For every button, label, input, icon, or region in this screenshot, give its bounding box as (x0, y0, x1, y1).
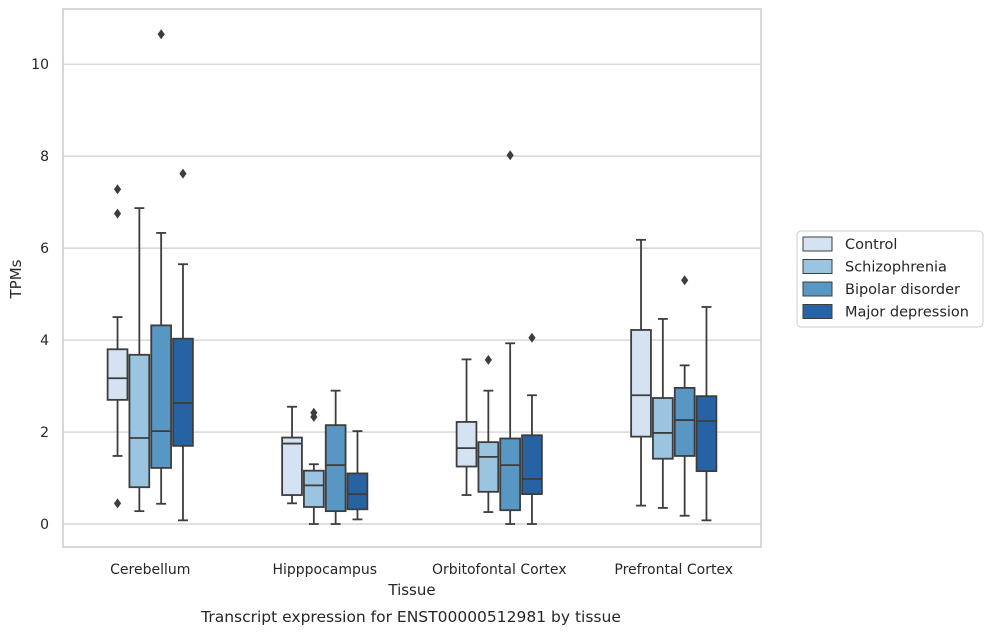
y-tick-label: 4 (40, 333, 49, 349)
outlier-point (681, 275, 689, 286)
y-tick-label: 2 (40, 425, 49, 441)
legend: Control Schizophrenia Bipolar disorder Majo… (796, 230, 984, 328)
y-tick-label: 0 (40, 517, 49, 533)
x-tick-label: Orbitofontal Cortex (432, 562, 567, 578)
legend-item: Bipolar disorder (802, 281, 960, 298)
y-tick-label: 8 (40, 149, 49, 165)
legend-item: Control (802, 236, 897, 253)
box-control (281, 405, 303, 505)
box-iqr (477, 441, 500, 493)
legend-item: Schizophrenia (802, 259, 947, 276)
outlier-point (484, 354, 492, 365)
outlier-point (157, 29, 165, 40)
box-control (455, 358, 478, 496)
outlier-point (113, 498, 122, 509)
box-control (106, 184, 129, 509)
box-bipolar-disorder (324, 389, 347, 525)
y-axis-label: TPMs (7, 259, 25, 299)
box-iqr (499, 437, 521, 512)
box-iqr (630, 329, 652, 438)
box-iqr (150, 324, 172, 469)
box-iqr (324, 424, 347, 513)
box-iqr (455, 421, 478, 468)
box-bipolar-disorder (499, 150, 521, 525)
outlier-point (113, 208, 122, 219)
outlier-point (310, 411, 318, 422)
box-iqr (106, 348, 129, 401)
legend-swatch (802, 281, 833, 297)
legend-label: Control (845, 237, 897, 253)
x-tick-labels: Cerebellum Hipppocampus Orbitofontal Corte… (110, 562, 733, 578)
legend-label: Major depression (845, 305, 969, 321)
legend-label: Schizophrenia (845, 260, 947, 276)
box-iqr (303, 469, 325, 508)
box-bipolar-disorder (673, 275, 696, 517)
box-iqr (695, 395, 718, 473)
y-tick-label: 10 (31, 57, 49, 73)
legend-swatch (802, 259, 833, 274)
box-schizophrenia (477, 354, 500, 513)
box-iqr (172, 337, 194, 447)
plot-area (62, 8, 762, 548)
box-bipolar-disorder (150, 29, 172, 505)
x-tick-label: Hipppocampus (272, 562, 377, 578)
box-iqr (346, 472, 369, 511)
box-major-depression (695, 306, 718, 522)
box-major-depression (172, 168, 194, 522)
box-iqr (652, 397, 674, 460)
y-tick-labels: 0 2 4 6 8 10 (31, 57, 49, 533)
y-tick-label: 6 (40, 241, 49, 257)
box-major-depression (346, 430, 369, 521)
x-tick-label: Prefrontal Cortex (614, 562, 733, 578)
outlier-point (179, 168, 187, 179)
box-schizophrenia (128, 207, 151, 513)
box-groups (106, 29, 718, 525)
legend-swatch (802, 304, 833, 319)
x-tick-label: Cerebellum (110, 562, 190, 578)
box-schizophrenia (303, 407, 325, 525)
x-axis-label: Tissue (387, 581, 435, 599)
legend-swatch (802, 236, 833, 252)
box-iqr (128, 353, 151, 489)
legend-label: Bipolar disorder (845, 282, 960, 298)
box-major-depression (521, 332, 543, 525)
outlier-point (113, 184, 122, 195)
outlier-point (528, 332, 536, 343)
box-iqr (521, 434, 543, 496)
box-schizophrenia (652, 318, 674, 509)
chart-title: Transcript expression for ENST0000051298… (200, 608, 621, 626)
outlier-point (506, 150, 514, 161)
box-iqr (281, 436, 303, 496)
box-control (630, 238, 652, 507)
legend-frame (796, 230, 984, 328)
box-iqr (673, 386, 696, 457)
legend-item: Major depression (802, 304, 969, 321)
